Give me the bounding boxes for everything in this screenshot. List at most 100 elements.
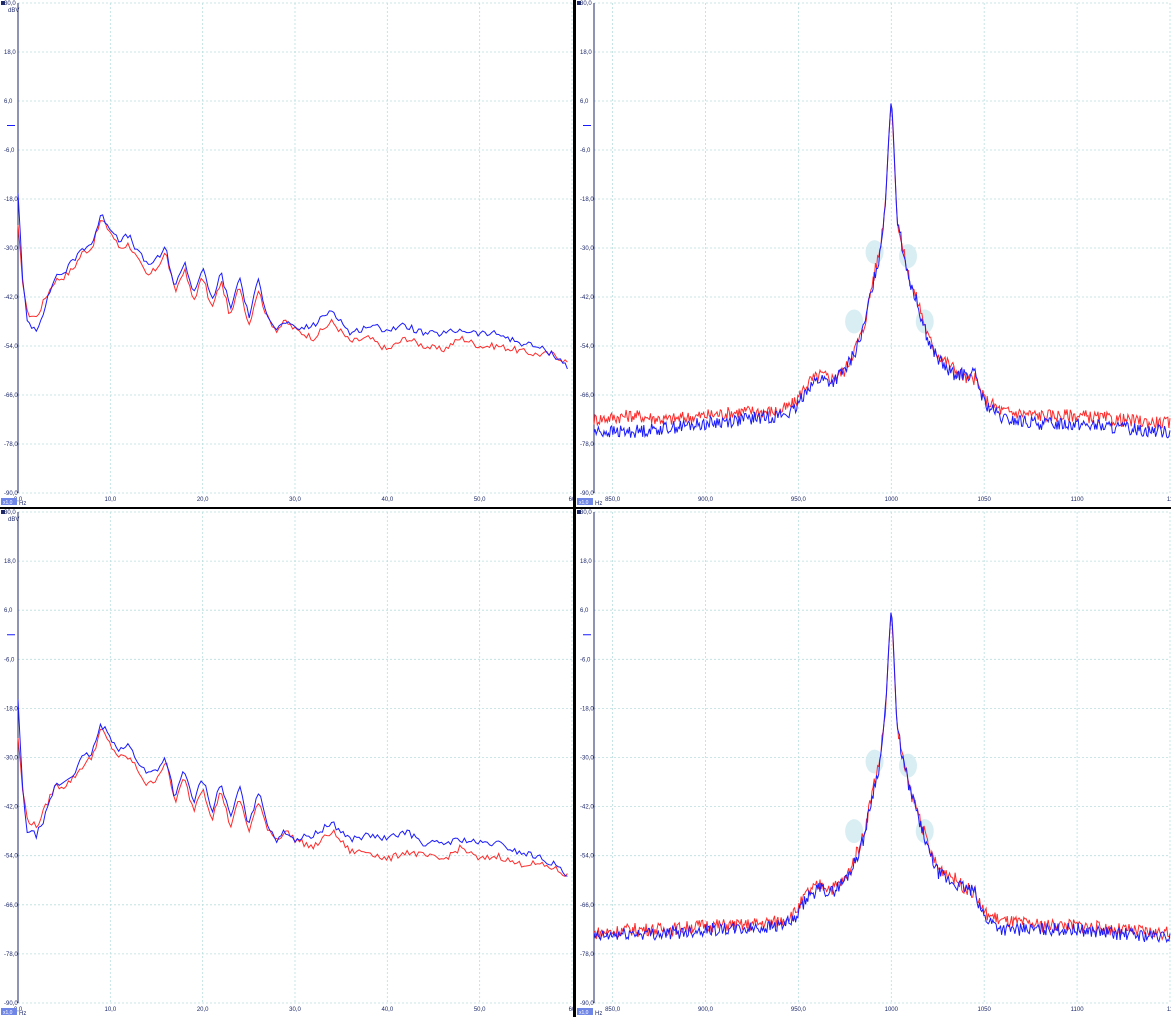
y-tick-label: -30,0 xyxy=(580,756,594,762)
scale-badge-label: x1,0 xyxy=(3,500,13,506)
axis-anchor-marker xyxy=(577,510,581,514)
y-tick-label: -42,0 xyxy=(580,805,594,811)
x-tick-label: 950,0 xyxy=(791,1007,807,1013)
chart-panel-bottom-right: 30,0 18,0 6,0 -6,0 -18,0 -30,0 -42,0 -54,0 -66,0… xyxy=(576,509,1171,1017)
y-tick-label: -78,0 xyxy=(580,952,594,958)
y-tick-label: -66,0 xyxy=(580,393,594,399)
y-tick-label: -18,0 xyxy=(580,197,594,203)
y-tick-label: 6,0 xyxy=(580,99,589,105)
scale-badge-label: x1,0 xyxy=(579,500,589,506)
x-tick-label: 30,0 xyxy=(289,1007,301,1013)
y-tick-label: 18,0 xyxy=(4,50,16,56)
y-tick-label: -54,0 xyxy=(4,344,18,350)
y-tick-label: -30,0 xyxy=(4,246,18,252)
x-unit-label: Hz xyxy=(19,501,26,507)
x-tick-label: 60 xyxy=(569,1007,573,1013)
y-tick-label: -42,0 xyxy=(580,295,594,301)
y-tick-label: -6,0 xyxy=(580,148,591,154)
x-tick-label: 11 xyxy=(1167,497,1171,503)
x-tick-label: 0,0 xyxy=(14,1007,23,1013)
y-tick-label: -90,0 xyxy=(4,491,18,497)
y-tick-label: -90,0 xyxy=(4,1001,18,1007)
x-tick-label: 10,0 xyxy=(104,497,116,503)
y-tick-label: -78,0 xyxy=(580,442,594,448)
chart-panel-bottom-left: 30,0 18,0 6,0 -6,0 -18,0 -30,0 -42,0 -54,0 -66,0… xyxy=(0,509,573,1017)
horizontal-divider xyxy=(0,507,1171,509)
x-tick-label: 30,0 xyxy=(289,497,301,503)
scale-badge-label: x1,0 xyxy=(3,1010,13,1016)
chart-svg: 30,0 18,0 6,0 -6,0 -18,0 -30,0 -42,0 -54,0 -66,0… xyxy=(577,1,1171,507)
y-tick-label: -6,0 xyxy=(4,657,15,663)
x-tick-label: 10,0 xyxy=(104,1007,116,1013)
marker-highlight xyxy=(845,819,864,844)
chart-svg: 30,0 18,0 6,0 -6,0 -18,0 -30,0 -42,0 -54,0 -66,0… xyxy=(1,1,573,507)
series-line-blue xyxy=(593,103,1171,439)
chart-svg: 30,0 18,0 6,0 -6,0 -18,0 -30,0 -42,0 -54,0 -66,0… xyxy=(1,510,573,1017)
x-tick-label: 1050 xyxy=(978,497,992,503)
y-tick-label: -54,0 xyxy=(4,854,18,860)
y-tick-label: -6,0 xyxy=(4,148,15,154)
x-tick-label: 1050 xyxy=(978,1007,992,1013)
y-tick-label: 30,0 xyxy=(580,510,592,516)
x-tick-label: 60 xyxy=(569,497,573,503)
scale-badge xyxy=(577,498,593,505)
y-tick-label: -42,0 xyxy=(4,805,18,811)
y-tick-label: 18,0 xyxy=(4,559,16,565)
axis-anchor-marker xyxy=(577,1,581,5)
series-line-blue xyxy=(593,612,1171,944)
x-tick-label: 40,0 xyxy=(381,497,393,503)
chart-svg: 30,0 18,0 6,0 -6,0 -18,0 -30,0 -42,0 -54,0 -66,0… xyxy=(577,510,1171,1017)
y-unit-label: dBV xyxy=(8,8,19,14)
y-tick-label: 18,0 xyxy=(580,50,592,56)
chart-panel-top-right: 30,0 18,0 6,0 -6,0 -18,0 -30,0 -42,0 -54,0 -66,0… xyxy=(576,0,1171,507)
x-tick-label: 11 xyxy=(1167,1007,1171,1013)
marker-highlight xyxy=(845,309,864,334)
chart-panel-top-left: 30,0 18,0 6,0 -6,0 -18,0 -30,0 -42,0 -54,0 -66,0… xyxy=(0,0,573,507)
y-tick-label: 6,0 xyxy=(580,608,589,614)
y-tick-label: -54,0 xyxy=(580,854,594,860)
series-line-red xyxy=(593,615,1171,941)
scale-badge xyxy=(1,1008,17,1015)
x-tick-label: 950,0 xyxy=(791,497,807,503)
y-tick-label: -90,0 xyxy=(580,1001,594,1007)
x-tick-label: 20,0 xyxy=(197,1007,209,1013)
y-tick-label: 6,0 xyxy=(4,99,13,105)
y-tick-label: -18,0 xyxy=(4,706,18,712)
x-tick-label: 1100 xyxy=(1071,497,1085,503)
x-unit-label: Hz xyxy=(595,1011,602,1017)
x-tick-label: 850,0 xyxy=(605,497,621,503)
y-tick-label: -66,0 xyxy=(4,903,18,909)
y-tick-label: -78,0 xyxy=(4,952,18,958)
axis-anchor-marker xyxy=(1,510,5,514)
series-line-red xyxy=(593,106,1171,431)
axis-anchor-marker xyxy=(1,1,5,5)
x-tick-label: 1100 xyxy=(1071,1007,1085,1013)
x-unit-label: Hz xyxy=(19,1011,26,1017)
y-tick-label: 30,0 xyxy=(4,1,16,7)
y-tick-label: -54,0 xyxy=(580,344,594,350)
x-tick-label: 1000 xyxy=(885,1007,899,1013)
y-unit-label: dBV xyxy=(8,517,19,523)
x-tick-label: 20,0 xyxy=(197,497,209,503)
x-tick-label: 1000 xyxy=(885,497,899,503)
y-tick-label: 30,0 xyxy=(4,510,16,516)
series-line-red xyxy=(17,220,568,364)
y-tick-label: 30,0 xyxy=(580,1,592,7)
x-tick-label: 850,0 xyxy=(605,1007,621,1013)
x-tick-label: 40,0 xyxy=(381,1007,393,1013)
x-tick-label: 50,0 xyxy=(474,1007,486,1013)
x-tick-label: 900,0 xyxy=(698,1007,714,1013)
y-tick-label: -18,0 xyxy=(580,706,594,712)
y-tick-label: -66,0 xyxy=(580,903,594,909)
y-tick-label: -42,0 xyxy=(4,295,18,301)
scale-badge-label: x1,0 xyxy=(579,1010,589,1016)
y-tick-label: -6,0 xyxy=(580,657,591,663)
x-unit-label: Hz xyxy=(595,501,602,507)
x-tick-label: 900,0 xyxy=(698,497,714,503)
scale-badge xyxy=(1,498,17,505)
y-tick-label: 6,0 xyxy=(4,608,13,614)
x-tick-label: 50,0 xyxy=(474,497,486,503)
y-tick-label: 18,0 xyxy=(580,559,592,565)
y-tick-label: -78,0 xyxy=(4,442,18,448)
